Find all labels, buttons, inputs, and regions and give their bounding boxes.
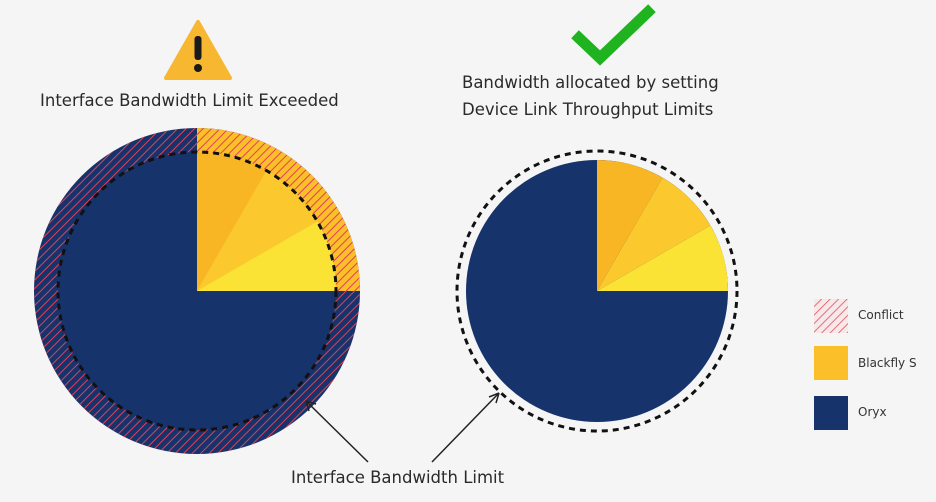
legend-swatch-blackfly	[814, 346, 848, 380]
blackfly-slice-1-right	[597, 160, 663, 291]
blackfly-slice-3-left	[197, 221, 336, 291]
legend-label-oryx: Oryx	[858, 405, 887, 419]
blackfly-slice-2-left	[197, 170, 318, 291]
right-panel-title-line1: Bandwidth allocated by setting	[462, 73, 719, 92]
interface-limit-ring-right	[455, 149, 739, 433]
blackfly-slice-2-right	[597, 177, 711, 291]
bottom-limit-label: Interface Bandwidth Limit	[291, 468, 505, 487]
legend-label-conflict: Conflict	[858, 308, 904, 322]
right-panel-title-line2: Device Link Throughput Limits	[462, 100, 714, 119]
legend-label-blackfly: Blackfly S	[858, 356, 917, 370]
checkmark-icon	[571, 4, 656, 66]
legend-swatch-oryx	[814, 396, 848, 430]
warning-icon	[164, 20, 232, 80]
interface-limit-ring-left	[56, 150, 338, 432]
blackfly-slice-1-left	[197, 152, 267, 291]
pointer-lines	[305, 392, 500, 463]
blackfly-slice-3-right	[597, 225, 728, 291]
legend-swatch-conflict	[814, 299, 848, 333]
left-panel-title: Interface Bandwidth Limit Exceeded	[40, 91, 339, 110]
left-pie-chart	[33, 128, 360, 454]
right-pie-chart	[455, 149, 739, 433]
